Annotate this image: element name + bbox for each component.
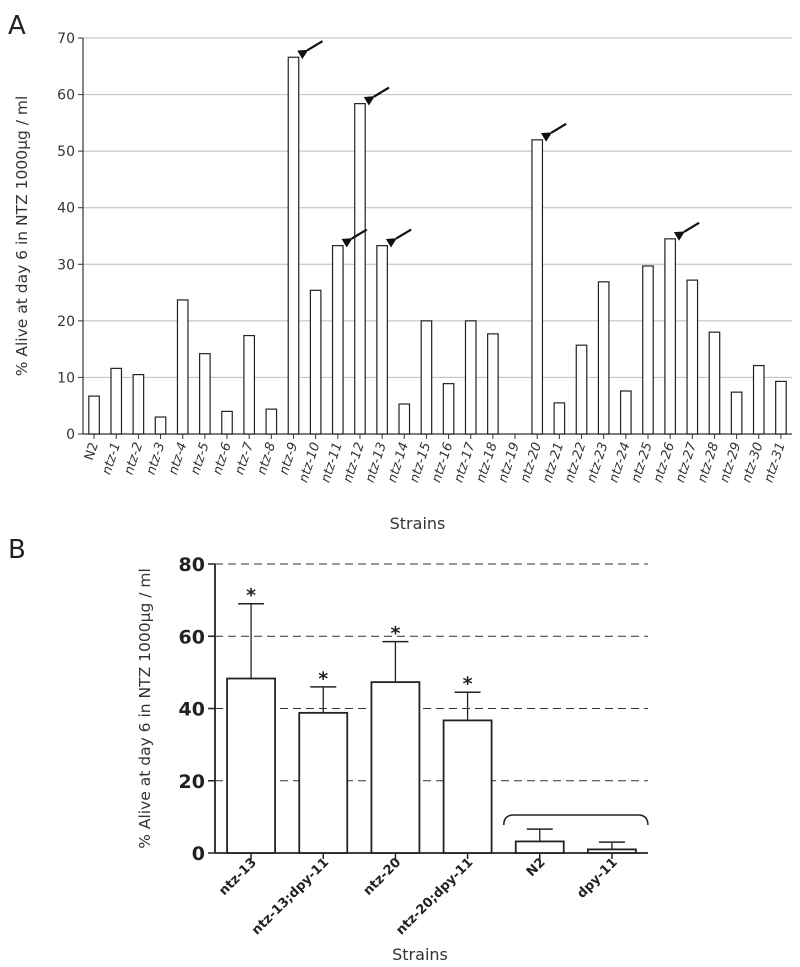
x-tick-label: ntz-4 — [166, 441, 191, 477]
bar — [442, 383, 455, 435]
bar — [664, 238, 676, 435]
panel-b-letter: B — [8, 535, 26, 565]
significance-marker: * — [246, 585, 256, 607]
x-tick-label: ntz-6 — [210, 441, 235, 477]
y-tick-label: 20 — [179, 771, 205, 793]
y-tick-label: 70 — [57, 31, 75, 47]
panel-a-letter: A — [8, 11, 26, 41]
panel-b-chart: 0 20 40 60 80 * ntz-13 * ntz-13;dpy-11 * ntz-20 * nt… — [136, 554, 649, 964]
bar — [287, 56, 300, 435]
bar — [176, 299, 189, 435]
bar — [88, 395, 100, 435]
bar — [354, 103, 366, 435]
bar — [398, 403, 411, 435]
bar — [420, 320, 433, 435]
bar — [553, 402, 566, 435]
bar — [243, 334, 256, 435]
bar — [730, 391, 743, 435]
bar — [514, 840, 565, 854]
bar — [587, 848, 637, 854]
y-tick-label: 0 — [192, 843, 205, 865]
bar — [597, 281, 610, 435]
bar — [199, 353, 211, 435]
significance-marker: * — [390, 623, 400, 645]
bar — [619, 390, 632, 435]
x-tick-label: ntz-2 — [122, 441, 147, 477]
y-tick-label: 20 — [57, 314, 75, 330]
x-tick-label: ntz-20 — [361, 855, 405, 899]
bar — [110, 367, 123, 435]
bar — [442, 719, 493, 854]
y-tick-label: 50 — [57, 144, 75, 160]
x-tick-label: ntz-5 — [188, 441, 213, 477]
bar — [708, 331, 721, 435]
y-tick-label: 40 — [179, 699, 205, 721]
bar — [487, 333, 499, 435]
y-tick-label: 60 — [57, 88, 75, 104]
bar — [265, 408, 278, 435]
bar — [464, 320, 477, 435]
bar — [686, 279, 699, 435]
bar — [221, 410, 233, 435]
y-tick-label: 0 — [66, 427, 75, 443]
bar — [226, 677, 276, 854]
y-tick-label: 60 — [179, 626, 205, 648]
x-tick-label: dpy-11 — [574, 855, 620, 901]
annotation-arrow — [341, 228, 368, 248]
bar — [370, 681, 421, 854]
bar — [642, 265, 654, 435]
x-tick-label: ntz-20;dpy-11 — [393, 855, 476, 938]
y-axis-label: % Alive at day 6 in NTZ 1000µg / ml — [13, 96, 31, 377]
y-tick-label: 10 — [57, 370, 75, 386]
annotation-arrow — [540, 122, 567, 142]
panel-a-chart: 010203040506070N2ntz-1ntz-2ntz-3ntz-4ntz… — [13, 31, 792, 533]
bar — [376, 245, 388, 435]
annotation-arrow — [363, 86, 390, 106]
bar — [309, 289, 322, 435]
x-axis-label: Strains — [390, 514, 446, 533]
x-tick-label: ntz-9 — [277, 441, 302, 477]
x-tick-label: N2 — [524, 855, 549, 880]
x-tick-label: ntz-3 — [144, 441, 169, 477]
bar — [752, 364, 765, 435]
x-tick-label: N2 — [82, 441, 102, 463]
bar — [575, 344, 588, 435]
bar — [775, 380, 787, 435]
x-tick-label: ntz-8 — [255, 441, 280, 477]
y-tick-label: 80 — [179, 554, 205, 576]
x-tick-label: ntz-1 — [100, 441, 125, 477]
annotation-arrow — [297, 40, 324, 60]
bar — [331, 245, 344, 435]
bar — [531, 139, 544, 435]
x-tick-label: ntz-13;dpy-11 — [249, 855, 332, 938]
bar — [298, 711, 349, 854]
bar — [132, 374, 145, 435]
y-tick-label: 30 — [57, 257, 75, 273]
group-bracket — [503, 814, 649, 826]
x-tick-label: ntz-7 — [232, 440, 257, 477]
bar — [154, 416, 167, 435]
x-axis-label: Strains — [392, 945, 448, 964]
significance-marker: * — [463, 673, 473, 695]
annotation-arrow — [385, 228, 412, 248]
y-tick-label: 40 — [57, 201, 75, 217]
y-axis-label: % Alive at day 6 in NTZ 1000µg / ml — [136, 568, 154, 849]
annotation-arrow — [673, 221, 700, 241]
x-tick-label: ntz-13 — [216, 855, 260, 899]
significance-marker: * — [318, 668, 328, 690]
